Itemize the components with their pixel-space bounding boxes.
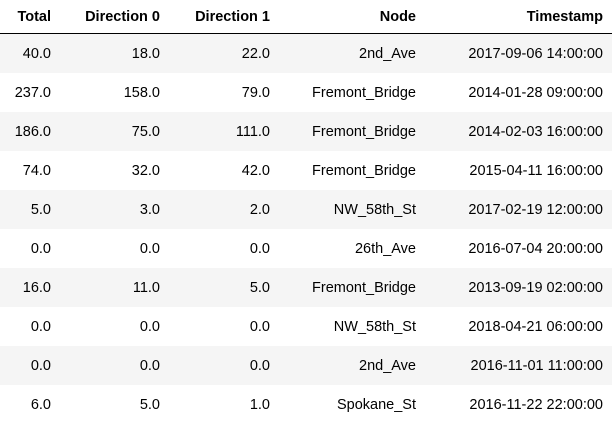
cell-direction-1: 1.0 [169, 385, 279, 424]
cell-direction-0: 3.0 [60, 190, 169, 229]
cell-direction-0: 0.0 [60, 307, 169, 346]
cell-timestamp: 2016-07-04 20:00:00 [425, 229, 612, 268]
cell-timestamp: 2017-02-19 12:00:00 [425, 190, 612, 229]
cell-total: 0.0 [0, 229, 60, 268]
cell-direction-0: 5.0 [60, 385, 169, 424]
column-header-timestamp: Timestamp [425, 0, 612, 34]
table-row: 0.0 0.0 0.0 26th_Ave 2016-07-04 20:00:00 [0, 229, 612, 268]
table-row: 74.0 32.0 42.0 Fremont_Bridge 2015-04-11… [0, 151, 612, 190]
cell-total: 6.0 [0, 385, 60, 424]
cell-direction-0: 0.0 [60, 229, 169, 268]
cell-node: Spokane_St [279, 385, 425, 424]
cell-direction-1: 0.0 [169, 346, 279, 385]
cell-timestamp: 2016-11-22 22:00:00 [425, 385, 612, 424]
cell-direction-0: 0.0 [60, 346, 169, 385]
cell-total: 186.0 [0, 112, 60, 151]
cell-direction-1: 2.0 [169, 190, 279, 229]
cell-timestamp: 2017-09-06 14:00:00 [425, 33, 612, 73]
cell-direction-1: 0.0 [169, 307, 279, 346]
cell-direction-1: 5.0 [169, 268, 279, 307]
cell-timestamp: 2015-04-11 16:00:00 [425, 151, 612, 190]
cell-direction-0: 75.0 [60, 112, 169, 151]
cell-timestamp: 2018-04-21 06:00:00 [425, 307, 612, 346]
header-row: Total Direction 0 Direction 1 Node Times… [0, 0, 612, 34]
table-row: 40.0 18.0 22.0 2nd_Ave 2017-09-06 14:00:… [0, 33, 612, 73]
cell-total: 5.0 [0, 190, 60, 229]
cell-node: Fremont_Bridge [279, 151, 425, 190]
cell-direction-1: 0.0 [169, 229, 279, 268]
table-row: 237.0 158.0 79.0 Fremont_Bridge 2014-01-… [0, 73, 612, 112]
cell-direction-0: 11.0 [60, 268, 169, 307]
cell-node: 2nd_Ave [279, 346, 425, 385]
column-header-node: Node [279, 0, 425, 34]
cell-timestamp: 2016-11-01 11:00:00 [425, 346, 612, 385]
cell-direction-1: 42.0 [169, 151, 279, 190]
cell-direction-1: 22.0 [169, 33, 279, 73]
cell-direction-0: 158.0 [60, 73, 169, 112]
cell-total: 0.0 [0, 307, 60, 346]
table-row: 0.0 0.0 0.0 NW_58th_St 2018-04-21 06:00:… [0, 307, 612, 346]
table-row: 16.0 11.0 5.0 Fremont_Bridge 2013-09-19 … [0, 268, 612, 307]
table-row: 0.0 0.0 0.0 2nd_Ave 2016-11-01 11:00:00 [0, 346, 612, 385]
cell-timestamp: 2014-01-28 09:00:00 [425, 73, 612, 112]
table-row: 5.0 3.0 2.0 NW_58th_St 2017-02-19 12:00:… [0, 190, 612, 229]
cell-node: NW_58th_St [279, 190, 425, 229]
cell-timestamp: 2013-09-19 02:00:00 [425, 268, 612, 307]
cell-direction-0: 32.0 [60, 151, 169, 190]
cell-node: 2nd_Ave [279, 33, 425, 73]
table-row: 6.0 5.0 1.0 Spokane_St 2016-11-22 22:00:… [0, 385, 612, 424]
cell-node: NW_58th_St [279, 307, 425, 346]
cell-direction-1: 111.0 [169, 112, 279, 151]
cell-total: 40.0 [0, 33, 60, 73]
cell-total: 16.0 [0, 268, 60, 307]
column-header-direction-1: Direction 1 [169, 0, 279, 34]
cell-node: 26th_Ave [279, 229, 425, 268]
dataframe-table: Total Direction 0 Direction 1 Node Times… [0, 0, 612, 424]
column-header-direction-0: Direction 0 [60, 0, 169, 34]
cell-node: Fremont_Bridge [279, 268, 425, 307]
cell-timestamp: 2014-02-03 16:00:00 [425, 112, 612, 151]
cell-direction-0: 18.0 [60, 33, 169, 73]
column-header-total: Total [0, 0, 60, 34]
cell-node: Fremont_Bridge [279, 112, 425, 151]
cell-direction-1: 79.0 [169, 73, 279, 112]
cell-total: 0.0 [0, 346, 60, 385]
cell-total: 74.0 [0, 151, 60, 190]
cell-node: Fremont_Bridge [279, 73, 425, 112]
table-body: 40.0 18.0 22.0 2nd_Ave 2017-09-06 14:00:… [0, 33, 612, 424]
cell-total: 237.0 [0, 73, 60, 112]
table-row: 186.0 75.0 111.0 Fremont_Bridge 2014-02-… [0, 112, 612, 151]
table-header: Total Direction 0 Direction 1 Node Times… [0, 0, 612, 34]
